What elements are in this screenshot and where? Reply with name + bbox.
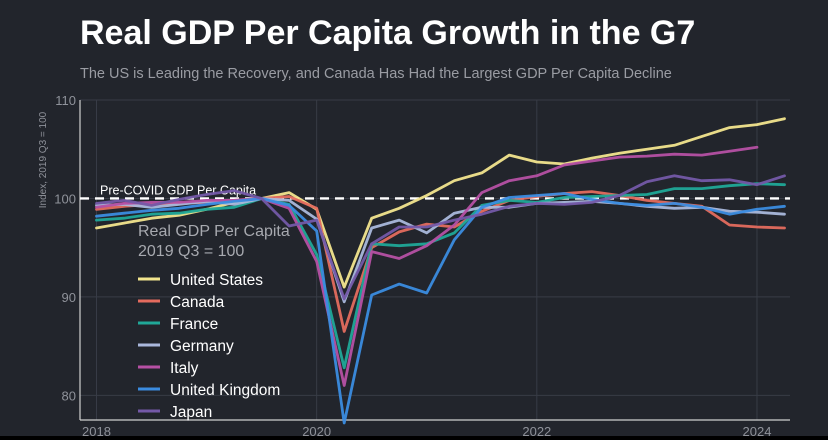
legend-subtitle: 2019 Q3 = 100 xyxy=(138,243,244,260)
series-line-france xyxy=(95,182,786,370)
legend-label-japan: Japan xyxy=(170,404,212,421)
y-tick-label: 110 xyxy=(55,93,76,108)
legend-label-united-kingdom: United Kingdom xyxy=(170,382,280,399)
legend-title: Real GDP Per Capita xyxy=(138,223,290,240)
series-line-japan xyxy=(95,174,786,301)
x-tick-label: 2020 xyxy=(302,424,331,439)
series-line-italy xyxy=(95,145,759,387)
legend-label-germany: Germany xyxy=(170,338,234,355)
legend-label-italy: Italy xyxy=(170,360,199,377)
x-tick-label: 2018 xyxy=(82,424,111,439)
chart-subtitle: The US is Leading the Recovery, and Cana… xyxy=(80,66,672,82)
y-tick-label: 90 xyxy=(62,290,76,305)
legend-label-canada: Canada xyxy=(170,294,225,311)
chart-title: Real GDP Per Capita Growth in the G7 xyxy=(80,14,696,52)
y-tick-label: 80 xyxy=(62,388,76,403)
legend-label-france: France xyxy=(170,316,218,333)
x-tick-label: 2022 xyxy=(522,424,551,439)
bottom-edge xyxy=(0,436,828,440)
legend-label-united-states: United States xyxy=(170,272,263,289)
series-line-united-kingdom xyxy=(95,192,786,425)
y-tick-label: 100 xyxy=(54,191,76,206)
y-axis-label: Index, 2019 Q3 = 100 xyxy=(38,111,49,208)
x-tick-label: 2024 xyxy=(743,424,772,439)
